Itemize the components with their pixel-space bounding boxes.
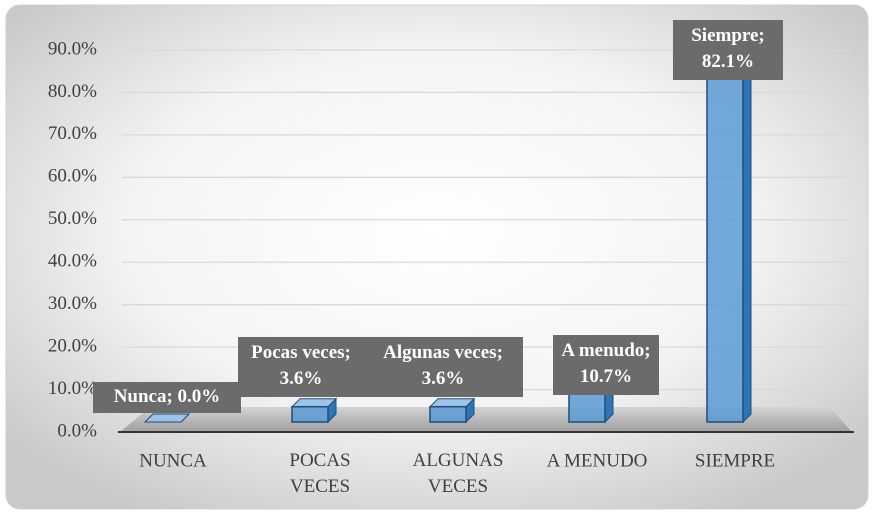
data-label: Algunas veces; 3.6% bbox=[383, 342, 503, 389]
data-label: Siempre; 82.1% bbox=[691, 25, 765, 72]
data-label-box bbox=[673, 20, 783, 80]
bar-group bbox=[705, 64, 753, 424]
bar bbox=[291, 405, 329, 423]
y-tick-label: 60.0% bbox=[48, 166, 97, 187]
y-tick-label: 30.0% bbox=[48, 293, 97, 314]
x-tick-label: NUNCA bbox=[139, 450, 207, 471]
data-label-box bbox=[238, 337, 364, 397]
data-label: A menudo; 10.7% bbox=[561, 340, 650, 387]
data-label: Pocas veces; 3.6% bbox=[251, 342, 351, 389]
x-tick-label: SIEMPRE bbox=[695, 450, 775, 471]
y-tick-label: 90.0% bbox=[48, 38, 97, 59]
y-tick-label: 0.0% bbox=[57, 420, 97, 441]
y-tick-label: 20.0% bbox=[48, 335, 97, 356]
data-label-box bbox=[93, 382, 241, 413]
y-tick-label: 50.0% bbox=[48, 208, 97, 229]
data-label-box bbox=[363, 337, 523, 397]
bar-side bbox=[742, 64, 752, 424]
y-tick-label: 10.0% bbox=[48, 378, 97, 399]
bar bbox=[429, 405, 467, 423]
bar bbox=[706, 72, 744, 423]
bar-top bbox=[290, 398, 338, 408]
bar-top bbox=[428, 398, 476, 408]
x-tick-label: A MENUDO bbox=[547, 450, 648, 471]
bar-group bbox=[290, 397, 338, 424]
bar-top bbox=[143, 413, 191, 423]
data-label: Nunca; 0.0% bbox=[114, 386, 221, 407]
bar-group bbox=[143, 413, 191, 423]
x-tick-label: ALGUNAS VECES bbox=[413, 450, 504, 497]
bar-group bbox=[428, 397, 476, 424]
y-tick-label: 80.0% bbox=[48, 81, 97, 102]
y-tick-label: 70.0% bbox=[48, 123, 97, 144]
data-label-box bbox=[553, 335, 659, 395]
y-tick-label: 40.0% bbox=[48, 251, 97, 272]
x-tick-label: POCAS VECES bbox=[289, 450, 350, 497]
